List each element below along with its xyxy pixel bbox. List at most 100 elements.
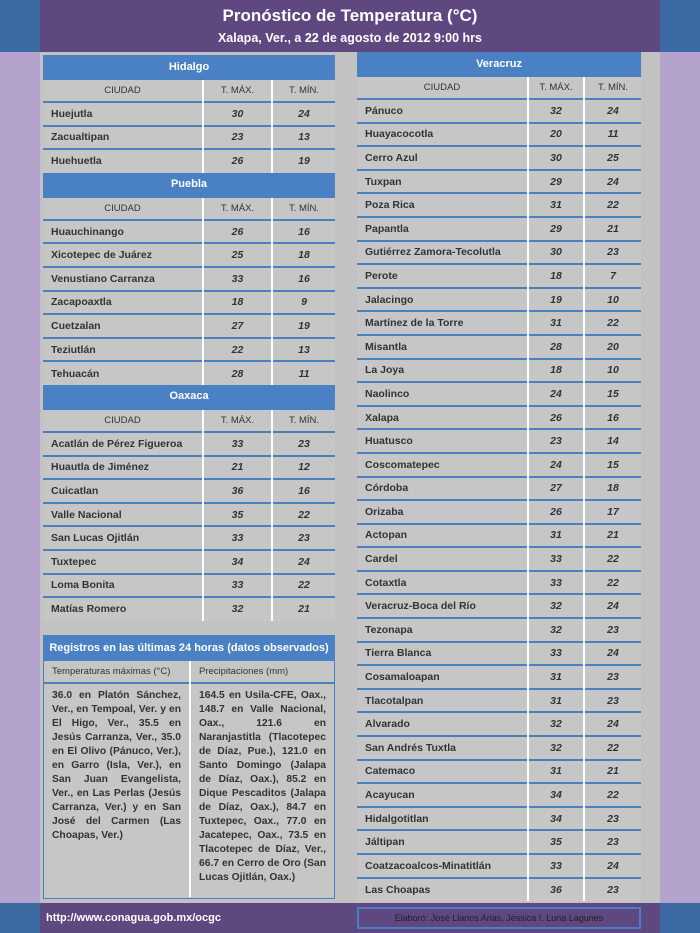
max-temp: 26: [202, 218, 272, 244]
max-temp-header: Temperaturas máximas (°C): [44, 661, 189, 684]
city-name: Huatusco: [357, 428, 528, 453]
max-temp: 19: [527, 286, 584, 312]
credits-box: Elaboró: José Llanos Arias, Jéssica I. L…: [357, 907, 641, 929]
city-name: Xalapa: [357, 404, 528, 430]
city-name: Cosamaloapan: [357, 664, 528, 689]
city-name: Orizaba: [357, 499, 528, 524]
max-temp: 30: [202, 101, 272, 126]
max-temp: 31: [527, 310, 584, 335]
min-temp: 10: [582, 286, 642, 312]
max-temp: 33: [527, 569, 584, 595]
table-row: Cardel 33 22: [357, 546, 642, 571]
max-temp: 31: [527, 664, 584, 689]
max-temp: 33: [527, 853, 584, 878]
max-temp: 33: [202, 430, 272, 456]
city-name: Zacualtipan: [43, 124, 203, 150]
table-row: Loma Bonita 33 22: [43, 572, 336, 598]
city-name: Valle Nacional: [43, 501, 203, 527]
min-temp: 15: [582, 451, 642, 477]
max-temp: 24: [527, 381, 584, 406]
min-temp: 16: [270, 265, 336, 291]
table-row: Papantla 29 21: [357, 215, 642, 241]
table-row: Cosamaloapan 31 23: [357, 664, 642, 689]
min-temp: 23: [582, 664, 642, 689]
city-name: Perote: [357, 263, 528, 288]
forecast-table-left: Hidalgo CIUDAD T. MÁX. T. MÍN. Huejutla 30 24 Z…: [43, 55, 336, 621]
table-row: Actopan 31 21: [357, 522, 642, 548]
table-row: Cerro Azul 30 25: [357, 145, 642, 170]
column-header-max: T. MÁX.: [202, 195, 272, 220]
city-name: Jáltipan: [357, 829, 528, 854]
min-temp: 24: [582, 168, 642, 194]
table-row: Gutiérrez Zamora-Tecolutla 30 23: [357, 239, 642, 265]
state-name: Veracruz: [357, 52, 642, 76]
max-temp: 28: [527, 333, 584, 359]
page-title: Pronóstico de Temperatura (°C): [222, 6, 478, 25]
column-header-city: CIUDAD: [357, 75, 528, 99]
max-temp: 28: [202, 360, 272, 385]
max-temp: 18: [202, 289, 272, 315]
table-row: Zacualtipan 23 13: [43, 124, 336, 150]
max-temp: 26: [202, 148, 272, 173]
table-row: Huehuetla 26 19: [43, 148, 336, 173]
table-row: Hidalgotitlan 34 23: [357, 805, 642, 831]
city-name: Cardel: [357, 546, 528, 571]
max-temp-text: 36.0 en Platón Sánchez, Ver., en Tempoal…: [52, 690, 181, 841]
table-row: Teziutlán 22 13: [43, 336, 336, 362]
max-temp: 33: [527, 640, 584, 666]
precip-header: Precipitaciones (mm): [191, 661, 334, 684]
table-row: San Andrés Tuxtla 32 22: [357, 735, 642, 760]
page-header: Pronóstico de Temperatura (°C) Xalapa, V…: [40, 0, 660, 52]
state-header-row: Oaxaca: [43, 384, 336, 409]
min-temp: 16: [582, 404, 642, 430]
table-row: Tuxtepec 34 24: [43, 548, 336, 574]
max-temp: 34: [527, 805, 584, 831]
city-name: Cuetzalan: [43, 313, 203, 338]
min-temp: 14: [582, 428, 642, 453]
state-name: Hidalgo: [43, 55, 336, 79]
max-temp: 34: [202, 548, 272, 574]
city-name: Zacapoaxtla: [43, 289, 203, 315]
max-temp: 33: [202, 265, 272, 291]
city-name: Veracruz-Boca del Río: [357, 593, 528, 619]
city-name: Huayacocotla: [357, 121, 528, 147]
city-name: Huauchinango: [43, 218, 203, 244]
table-row: Tierra Blanca 33 24: [357, 640, 642, 666]
city-name: Pánuco: [357, 98, 528, 123]
table-row: Poza Rica 31 22: [357, 192, 642, 217]
max-temp: 26: [527, 499, 584, 524]
table-row: Pánuco 32 24: [357, 98, 642, 123]
min-temp: 21: [582, 758, 642, 784]
city-name: Hidalgotitlan: [357, 805, 528, 831]
city-name: Matías Romero: [43, 596, 203, 621]
table-row: La Joya 18 10: [357, 357, 642, 383]
max-temp: 32: [527, 98, 584, 123]
table-row: Valle Nacional 35 22: [43, 501, 336, 527]
min-temp: 22: [582, 546, 642, 571]
max-temp: 34: [527, 782, 584, 807]
min-temp: 21: [582, 522, 642, 548]
column-header-city: CIUDAD: [43, 78, 203, 102]
city-name: Coatzacoalcos-Minatitlán: [357, 853, 528, 878]
city-name: Acayucan: [357, 782, 528, 807]
min-temp: 23: [270, 430, 336, 456]
table-row: Cuetzalan 27 19: [43, 313, 336, 338]
max-temp: 22: [202, 336, 272, 362]
min-temp: 18: [270, 242, 336, 267]
table-row: Las Choapas 36 23: [357, 876, 642, 902]
max-temp: 32: [202, 596, 272, 621]
column-header-min: T. MÍN.: [270, 195, 336, 220]
max-temp: 30: [527, 145, 584, 170]
table-row: Venustiano Carranza 33 16: [43, 265, 336, 291]
table-row: Misantla 28 20: [357, 333, 642, 359]
website-link[interactable]: http://www.conagua.gob.mx/ocgc: [46, 912, 221, 924]
city-name: Cuicatlan: [43, 478, 203, 503]
state-name: Oaxaca: [43, 384, 336, 409]
table-row: Jalacingo 19 10: [357, 286, 642, 312]
min-temp: 13: [270, 124, 336, 150]
max-temp-column: Temperaturas máximas (°C) 36.0 en Platón…: [44, 661, 189, 897]
max-temp: 36: [202, 478, 272, 503]
min-temp: 24: [582, 711, 642, 737]
min-temp: 12: [270, 454, 336, 480]
min-temp: 9: [270, 289, 336, 315]
